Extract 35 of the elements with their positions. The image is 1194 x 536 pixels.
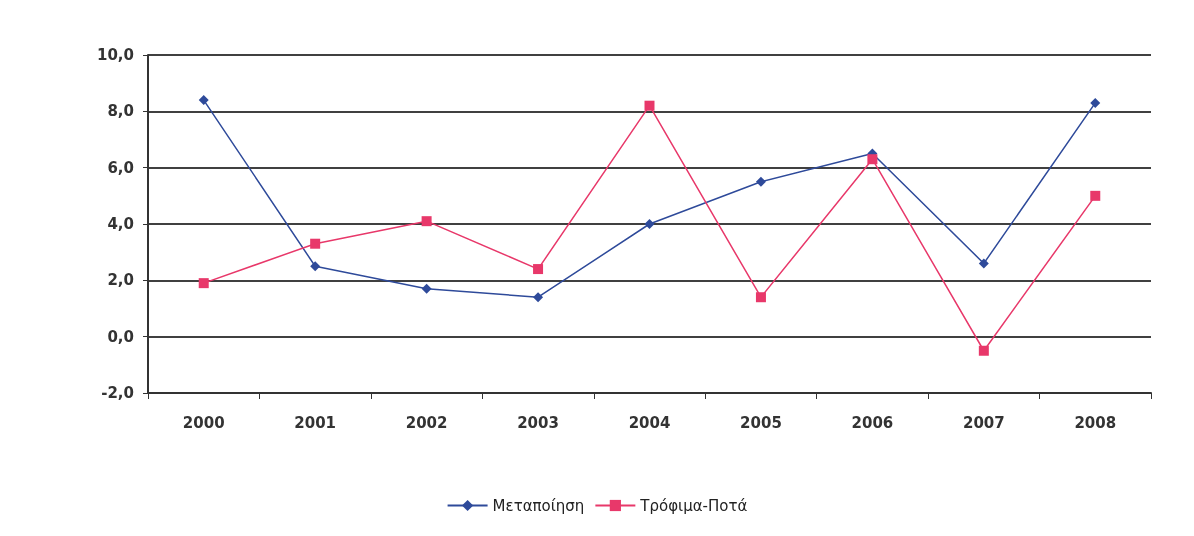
x-tick-label: 2008 [1074, 413, 1117, 432]
point [421, 216, 432, 227]
point [755, 176, 766, 187]
x-tick-label: 2007 [962, 413, 1005, 432]
point [421, 283, 432, 294]
y-tick-label: 8,0 [107, 102, 134, 121]
x-tick-label: 2005 [740, 413, 782, 432]
point [644, 100, 655, 111]
x-tick-label: 2006 [851, 413, 894, 432]
y-tick-label: 2,0 [107, 271, 134, 290]
y-tick-label: 4,0 [107, 215, 134, 233]
point [198, 95, 209, 106]
y-tick-label: 6,0 [107, 158, 134, 177]
point [533, 264, 544, 275]
y-tick-label: -2,0 [101, 384, 134, 402]
point [755, 292, 766, 303]
x-tick-label: 2003 [517, 413, 559, 432]
point [198, 278, 209, 289]
y-tick-label: 0,0 [107, 327, 134, 346]
point [1090, 97, 1101, 108]
point [644, 219, 655, 229]
x-tick-label: 2000 [182, 413, 225, 432]
y-tick-label: 10,0 [96, 46, 134, 64]
point [533, 292, 544, 303]
point [310, 261, 321, 272]
point [1090, 190, 1101, 201]
point [978, 345, 989, 356]
x-tick-label: 2001 [294, 413, 337, 432]
x-tick-label: 2004 [628, 413, 671, 432]
point [867, 154, 878, 165]
legend-label: Τρόφιμα-Ποτά [639, 496, 748, 515]
x-tick-label: 2002 [405, 413, 448, 432]
point [978, 258, 989, 269]
legend-label: Μεταποίηση [492, 496, 585, 515]
point [310, 238, 321, 249]
